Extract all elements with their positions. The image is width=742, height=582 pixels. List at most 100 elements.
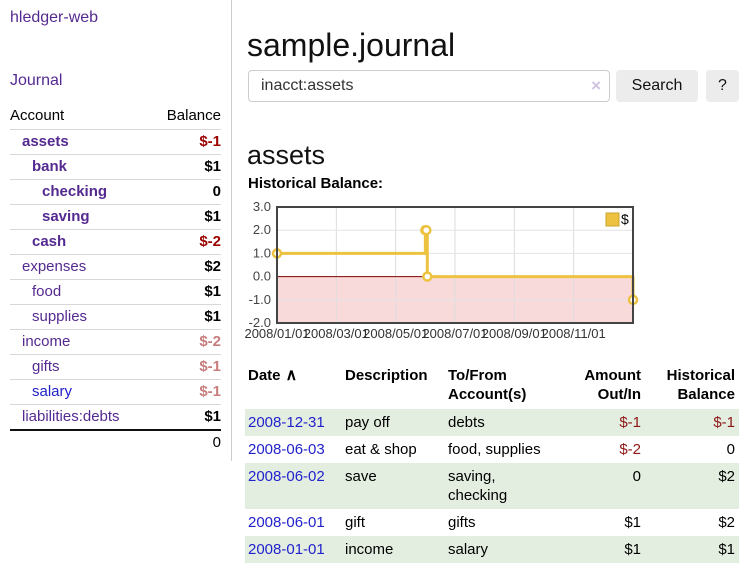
transaction-description: income [345,541,394,558]
account-row-food: food $1 [10,279,221,305]
account-link[interactable]: income [22,333,71,350]
account-balance: $1 [151,154,221,180]
accounts-total-row: 0 [10,429,221,455]
transaction-amount: $1 [624,541,641,558]
transaction-row: 2008-06-02 save saving, checking 0 $2 [245,463,739,509]
account-balance: $-1 [151,379,221,405]
clear-search-icon[interactable]: × [591,76,601,95]
account-link[interactable]: assets [22,133,69,150]
account-row-checking: checking 0 [10,179,221,205]
account-column-header: Account [10,107,65,124]
sidebar: hledger-web Journal Account Balance asse… [0,0,232,461]
sidebar-item-journal[interactable]: Journal [10,72,63,89]
account-row-salary: salary $-1 [10,379,221,405]
account-row-assets: assets $-1 [10,129,221,155]
account-balance: $1 [151,404,221,430]
help-button[interactable]: ? [706,70,739,102]
transaction-accounts: debts [448,414,485,431]
account-balance-table: Account Balance assets $-1 bank $1 check… [10,103,221,455]
transaction-balance: $2 [718,514,735,531]
account-link[interactable]: supplies [32,308,88,325]
transaction-date-link[interactable]: 2008-12-31 [248,414,325,431]
svg-text:2008/01/01: 2008/01/01 [244,326,309,341]
search-input[interactable] [248,70,610,102]
account-balance: $1 [151,279,221,305]
account-row-saving: saving $1 [10,204,221,230]
account-row-supplies: supplies $1 [10,304,221,330]
transaction-accounts: gifts [448,514,476,531]
account-link[interactable]: food [32,283,62,300]
account-link[interactable]: liabilities:debts [22,408,120,425]
transaction-date-link[interactable]: 2008-06-02 [248,468,325,485]
account-page-title: assets [247,140,326,171]
svg-text:2.0: 2.0 [253,222,271,237]
account-balance: $2 [151,254,221,280]
svg-text:0.0: 0.0 [253,269,271,284]
svg-text:$: $ [621,211,629,227]
amount-column-header: Amount Out/In [584,367,641,403]
svg-text:2008/11/01: 2008/11/01 [542,326,606,341]
transaction-date-link[interactable]: 2008-06-01 [248,514,325,531]
account-row-bank: bank $1 [10,154,221,180]
transaction-date-link[interactable]: 2008-06-03 [248,441,325,458]
transaction-accounts: food, supplies [448,441,541,458]
account-row-liabilities-debts: liabilities:debts $1 [10,404,221,430]
transaction-amount: 0 [632,468,641,485]
accounts-total-value: 0 [151,429,221,455]
transaction-row: 2008-06-03 eat & shop food, supplies $-2… [245,436,739,463]
svg-text:3.0: 3.0 [253,199,271,214]
account-link[interactable]: cash [32,233,67,250]
transaction-balance: $-1 [713,414,735,431]
transaction-row: 2008-12-31 pay off debts $-1 $-1 [245,409,739,436]
transaction-balance: $1 [718,541,735,558]
account-link[interactable]: checking [42,183,108,200]
transaction-date-link[interactable]: 2008-01-01 [248,541,325,558]
account-link[interactable]: bank [32,158,68,175]
svg-text:1.0: 1.0 [253,245,271,260]
svg-text:2008/03/01: 2008/03/01 [304,326,369,341]
transaction-amount: $1 [624,514,641,531]
account-balance: $1 [151,304,221,330]
account-row-gifts: gifts $-1 [10,354,221,380]
svg-text:2008/09/01: 2008/09/01 [482,326,547,341]
description-column-header: Description [345,367,428,384]
svg-text:2008/07/01: 2008/07/01 [422,326,487,341]
account-link[interactable]: salary [32,383,73,400]
account-link[interactable]: gifts [32,358,60,375]
balance-column-header: Balance [166,107,221,124]
app-title-link[interactable]: hledger-web [10,9,99,26]
sort-ascending-icon: ∧ [285,367,298,384]
account-balance: 0 [151,179,221,205]
historical-balance-chart: 3.0 2.0 1.0 0.0 -1.0 -2.02008/01/012008/03/01… [244,199,639,341]
transaction-description: pay off [345,414,390,431]
search-button[interactable]: Search [616,70,698,102]
transaction-balance: 0 [726,441,735,458]
transaction-amount: $-2 [619,441,641,458]
balance-column-header: Historical Balance [666,367,735,403]
transaction-balance: $2 [718,468,735,485]
transaction-row: 2008-06-01 gift gifts $1 $2 [245,509,739,536]
transaction-description: eat & shop [345,441,417,458]
svg-text:2008/05/01: 2008/05/01 [363,326,428,341]
accounts-column-header: To/From Account(s) [448,367,527,403]
transaction-accounts: saving, checking [448,468,508,504]
transaction-amount: $-1 [619,414,641,431]
chart-heading: Historical Balance: [248,175,384,192]
svg-text:-1.0: -1.0 [249,292,271,307]
account-row-income: income $-2 [10,329,221,355]
date-column-header[interactable]: Date ∧ [248,367,298,384]
transaction-row: 2008-01-01 income salary $1 $1 [245,536,739,563]
account-link[interactable]: saving [42,208,90,225]
register-table: Date ∧ Description To/From Account(s) Amo… [245,364,739,563]
search-form: × Search ? [248,70,739,102]
account-row-cash: cash $-2 [10,229,221,255]
transaction-description: save [345,468,377,485]
page-title: sample.journal [247,27,456,64]
account-row-expenses: expenses $2 [10,254,221,280]
transaction-description: gift [345,514,366,531]
account-balance: $-1 [151,129,221,155]
svg-text:-2.0: -2.0 [249,315,271,330]
account-link[interactable]: expenses [22,258,87,275]
account-balance: $-2 [151,329,221,355]
account-balance: $-1 [151,354,221,380]
